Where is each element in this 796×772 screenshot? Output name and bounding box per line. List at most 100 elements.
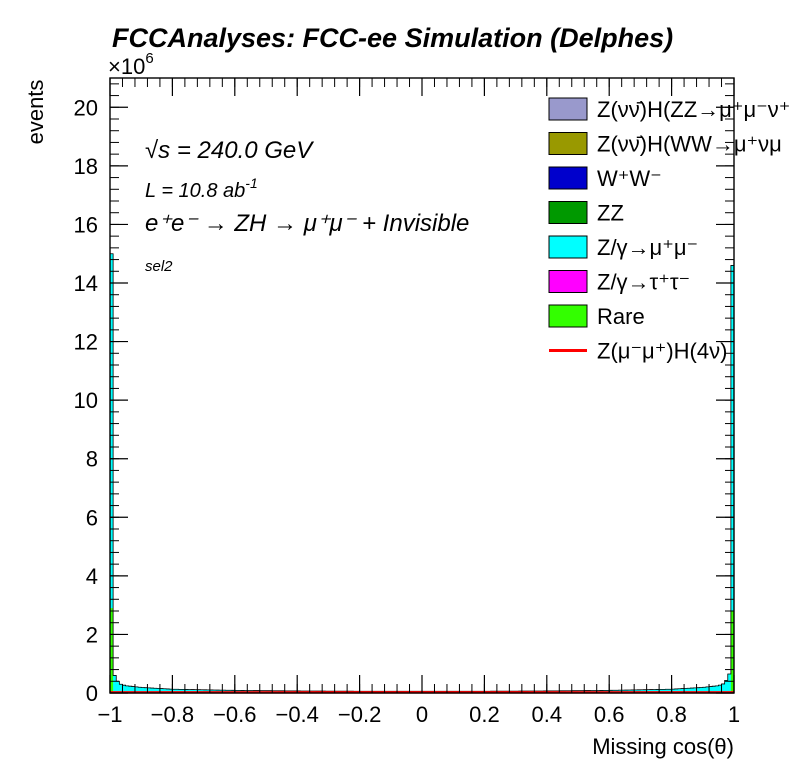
chart-title: FCCAnalyses: FCC-ee Simulation (Delphes) xyxy=(112,23,673,53)
bar-zmumu xyxy=(156,688,161,693)
x-tick-label: 0.6 xyxy=(594,702,625,727)
legend-swatch xyxy=(548,132,588,155)
bar-rare xyxy=(730,611,735,693)
bar-zmumu xyxy=(153,688,158,693)
bar-zmumu xyxy=(166,688,170,693)
legend-swatch xyxy=(548,166,588,190)
bar-zmumu xyxy=(699,687,704,693)
bar-zmumu xyxy=(696,687,700,693)
legend-swatch xyxy=(548,97,588,121)
bar-zmumu xyxy=(181,689,186,693)
legend-label: Z(νν̄)H(WW→μ⁺νμ xyxy=(597,132,782,157)
y-tick-label: 14 xyxy=(74,271,98,296)
bar-zmumu xyxy=(684,688,688,693)
bar-zmumu xyxy=(709,686,713,693)
x-tick-label: 0.4 xyxy=(532,702,563,727)
y-tick-label: 4 xyxy=(86,564,98,589)
bar-zmumu xyxy=(178,689,183,693)
bar-zmumu xyxy=(163,688,167,693)
bar-zmumu xyxy=(134,686,139,693)
x-tick-label: −0.6 xyxy=(213,702,256,727)
bar-rare xyxy=(110,608,114,693)
bar-zmumu xyxy=(662,689,666,693)
bar-zmumu xyxy=(159,688,164,693)
bar-zmumu xyxy=(665,689,669,693)
bar-zmumu xyxy=(674,688,679,693)
legend-label: Z/γ→τ⁺τ⁻ xyxy=(597,270,690,295)
legend-label: Rare xyxy=(597,304,645,329)
legend-label: Z/γ→μ⁺μ⁻ xyxy=(597,235,698,260)
bar-zmumu xyxy=(693,687,697,693)
bar-zmumu xyxy=(188,689,192,693)
bar-zmumu xyxy=(116,681,120,693)
bar-zmumu xyxy=(128,686,133,693)
x-tick-label: 0.2 xyxy=(469,702,500,727)
bar-zmumu xyxy=(172,689,176,693)
x-tick-label: −1 xyxy=(97,702,122,727)
legend-label: Z(νν̄)H(ZZ→μ⁺μ⁻ν⁺ xyxy=(597,97,790,122)
bar-zmumu xyxy=(184,689,189,693)
bar-zmumu xyxy=(175,689,179,693)
legend-swatch xyxy=(548,235,588,259)
bar-zmumu xyxy=(649,689,654,693)
bar-zmumu xyxy=(147,687,151,693)
bar-zmumu xyxy=(680,688,685,693)
bar-zmumu xyxy=(705,686,710,693)
axes: −1 −0.8 −0.6 −0.4 −0.2 0 0.2 0.4 0.6 0.8 102468101… xyxy=(74,78,740,727)
legend-swatch xyxy=(548,270,588,293)
bar-zmumu xyxy=(144,687,148,693)
x-tick-label: −0.2 xyxy=(338,702,381,727)
bar-zmumu xyxy=(702,687,707,693)
bar-zmumu xyxy=(730,265,735,611)
bar-zmumu xyxy=(122,685,126,693)
bar-zmumu xyxy=(718,685,722,693)
bar-zmumu xyxy=(687,688,691,693)
y-tick-label: 16 xyxy=(74,212,98,237)
y-tick-label: 18 xyxy=(74,154,98,179)
bar-zmumu xyxy=(138,687,142,693)
sqrt-s-annotation: √s = 240.0 GeV xyxy=(145,137,314,164)
y-tick-label: 6 xyxy=(86,505,98,530)
legend-swatch xyxy=(548,304,588,328)
bar-zmumu xyxy=(169,689,173,693)
y-tick-label: 2 xyxy=(86,622,98,647)
legend: Z(νν̄)H(ZZ→μ⁺μ⁻ν⁺ Z(νν̄)H(WW→μ⁺νμ W⁺W⁻ ZZ Z/… xyxy=(548,97,790,364)
bar-zmumu xyxy=(724,680,729,693)
y-axis-label: events xyxy=(23,80,48,145)
x-axis-label: Missing cos(θ) xyxy=(592,734,734,759)
process-annotation: e⁺e⁻ → ZH → μ⁺μ⁻ + Invisible xyxy=(145,210,469,237)
legend-label: W⁺W⁻ xyxy=(597,166,662,191)
bar-zmumu xyxy=(131,686,136,693)
legend-swatch xyxy=(548,201,588,224)
legend-label: Z(μ⁻μ⁺)H(4ν) xyxy=(597,339,727,364)
bar-zmumu xyxy=(671,689,676,693)
bar-zmumu xyxy=(652,689,657,693)
annotations: √s = 240.0 GeV L = 10.8 ab-1 e⁺e⁻ → ZH →… xyxy=(145,137,469,275)
bar-zmumu xyxy=(715,685,719,693)
selection-annotation: sel2 xyxy=(145,258,173,275)
bar-zmumu xyxy=(150,688,154,693)
bar-zmumu xyxy=(659,689,663,693)
bar-zmumu xyxy=(677,688,682,693)
bar-zmumu xyxy=(110,253,114,609)
x-tick-label: 1 xyxy=(728,702,740,727)
bar-zmumu xyxy=(727,673,732,692)
bar-zmumu xyxy=(125,685,130,693)
x-tick-label: 0 xyxy=(416,702,428,727)
bar-zmumu xyxy=(119,684,123,693)
bar-zmumu xyxy=(113,675,117,692)
x-tick-label: −0.8 xyxy=(151,702,194,727)
legend-label: ZZ xyxy=(597,201,624,226)
x-tick-label: −0.4 xyxy=(275,702,318,727)
y-tick-label: 12 xyxy=(74,330,98,355)
bar-zmumu xyxy=(191,689,195,693)
y-tick-label: 20 xyxy=(74,95,98,120)
bar-zmumu xyxy=(712,686,716,693)
bar-zmumu xyxy=(656,689,660,693)
y-multiplier: ×106 xyxy=(108,50,154,79)
y-tick-label: 8 xyxy=(86,447,98,472)
bar-zmumu xyxy=(141,687,145,693)
bar-zmumu xyxy=(690,688,694,693)
bar-zmumu xyxy=(721,683,725,693)
